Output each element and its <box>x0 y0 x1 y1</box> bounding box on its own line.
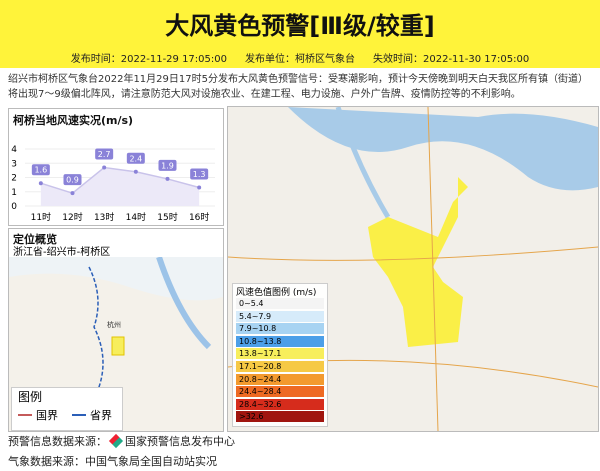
x-tick-label: 15时 <box>157 211 177 223</box>
point <box>102 165 107 170</box>
value-label: 2.4 <box>129 154 142 163</box>
x-tick-label: 14时 <box>126 211 146 223</box>
legend-label: >32.6 <box>239 412 264 422</box>
location-panel: 定位概览 浙江省-绍兴市-柯桥区 杭州 图例 国界 省界 <box>8 228 224 432</box>
map-panel: 风速色值图例 (m/s) 0~5.4 5.4~7.9 7.9~10.8 10.8~13… <box>227 106 599 432</box>
y-tick-label: 0 <box>11 202 17 212</box>
legend-label: 17.1~20.8 <box>239 362 282 371</box>
value-label: 1.6 <box>34 166 47 175</box>
x-tick-label: 12时 <box>62 211 82 223</box>
wind-legend: 风速色值图例 (m/s) 0~5.4 5.4~7.9 7.9~10.8 10.8~13… <box>232 283 328 427</box>
wind-legend-title: 风速色值图例 (m/s) <box>236 288 317 298</box>
legend-swatch <box>72 414 86 416</box>
legend-swatch <box>236 323 324 335</box>
y-tick-label: 4 <box>11 145 17 155</box>
area <box>40 167 200 206</box>
legend-swatch <box>236 348 324 360</box>
map-legend: 图例 国界 省界 <box>11 387 123 431</box>
wind-chart: 0 1 2 3 4 1.6 11时 0.9 12时 2.7 13时 2.4 14时 1.9 15时 1.3 16… <box>11 145 215 223</box>
legend-label: 24.4~28.4 <box>239 387 282 397</box>
legend-title: 图例 <box>18 390 43 404</box>
legend-label: 13.8~17.1 <box>239 349 282 359</box>
title: 大风黄色预警[Ⅲ级/较重] <box>165 12 435 40</box>
location-title: 定位概览 <box>13 233 57 246</box>
wind-panel: 柯桥当地风速实况(m/s) 0 1 2 3 4 1.6 11时 0.9 12时 2.7 13时 2.4… <box>8 108 224 226</box>
point <box>70 191 75 196</box>
value-badge <box>95 148 114 160</box>
legend-swatch <box>236 335 324 347</box>
legend-label: 28.4~32.6 <box>239 399 282 409</box>
icon <box>108 433 124 449</box>
footer-line: 预警信息数据来源： 国家预警信息发布中心 <box>8 433 235 449</box>
legend-swatch <box>236 373 324 385</box>
legend-swatch <box>236 310 324 322</box>
meta: 发布时间：2022-11-29 17:05:00 发布单位：柯桥区气象台 失效时间：… <box>0 50 600 65</box>
legend-swatch <box>236 361 324 372</box>
main-map <box>228 107 598 431</box>
value-badge <box>63 174 82 186</box>
x-tick-label: 13时 <box>94 211 114 223</box>
footer-value: 中国气象局全国自动站实况 <box>85 455 217 468</box>
legend-label: 7.9~10.8 <box>239 324 277 334</box>
value-badge <box>31 164 50 176</box>
location-place: 浙江省-绍兴市-柯桥区 <box>13 247 111 258</box>
value-label: 2.7 <box>98 150 111 159</box>
line <box>40 166 200 195</box>
value-label: 1.3 <box>193 170 206 179</box>
point <box>197 185 202 190</box>
legend-swatch <box>236 386 324 398</box>
y-tick-label: 3 <box>11 159 17 169</box>
meta-item: 发布单位：柯桥区气象台 <box>245 54 355 65</box>
footer-line: 气象数据来源：中国气象局全国自动站实况 <box>8 453 217 469</box>
legend-swatch <box>236 411 324 423</box>
footer-value: 国家预警信息发布中心 <box>125 435 235 448</box>
meta-item: 失效时间：2022-11-30 17:05:00 <box>373 54 530 65</box>
legend-label: 10.8~13.8 <box>239 336 282 346</box>
point <box>133 169 138 174</box>
legend-label: 5.4~7.9 <box>239 311 272 321</box>
point <box>38 181 43 186</box>
legend-swatch <box>18 414 32 416</box>
y-tick-label: 2 <box>11 174 17 184</box>
meta-item: 发布时间：2022-11-29 17:05:00 <box>70 54 227 65</box>
footer-label: 预警信息数据来源： <box>8 435 107 448</box>
y-tick-label: 1 <box>11 188 17 198</box>
city-label: 杭州 <box>107 320 121 329</box>
x-tick-label: 16时 <box>189 211 209 223</box>
legend-label: 省界 <box>90 409 112 422</box>
value-badge <box>158 159 177 171</box>
wind-title: 柯桥当地风速实况(m/s) <box>13 114 134 127</box>
point <box>165 176 170 181</box>
description: 绍兴市柯桥区气象台2022年11月29日17时5分发布大风黄色预警信号：受寒潮影… <box>8 74 588 100</box>
value-badge <box>126 152 145 164</box>
value-label: 1.9 <box>161 161 174 170</box>
value-label: 0.9 <box>66 176 79 185</box>
legend-swatch <box>236 298 324 309</box>
legend-swatch <box>236 398 324 410</box>
legend-label: 0~5.4 <box>239 299 264 308</box>
value-badge <box>190 168 209 180</box>
legend-label: 国界 <box>36 409 58 422</box>
header-band <box>0 0 600 68</box>
x-tick-label: 11时 <box>31 211 51 223</box>
footer-label: 气象数据来源： <box>8 455 85 468</box>
legend-label: 20.8~24.4 <box>239 374 282 384</box>
